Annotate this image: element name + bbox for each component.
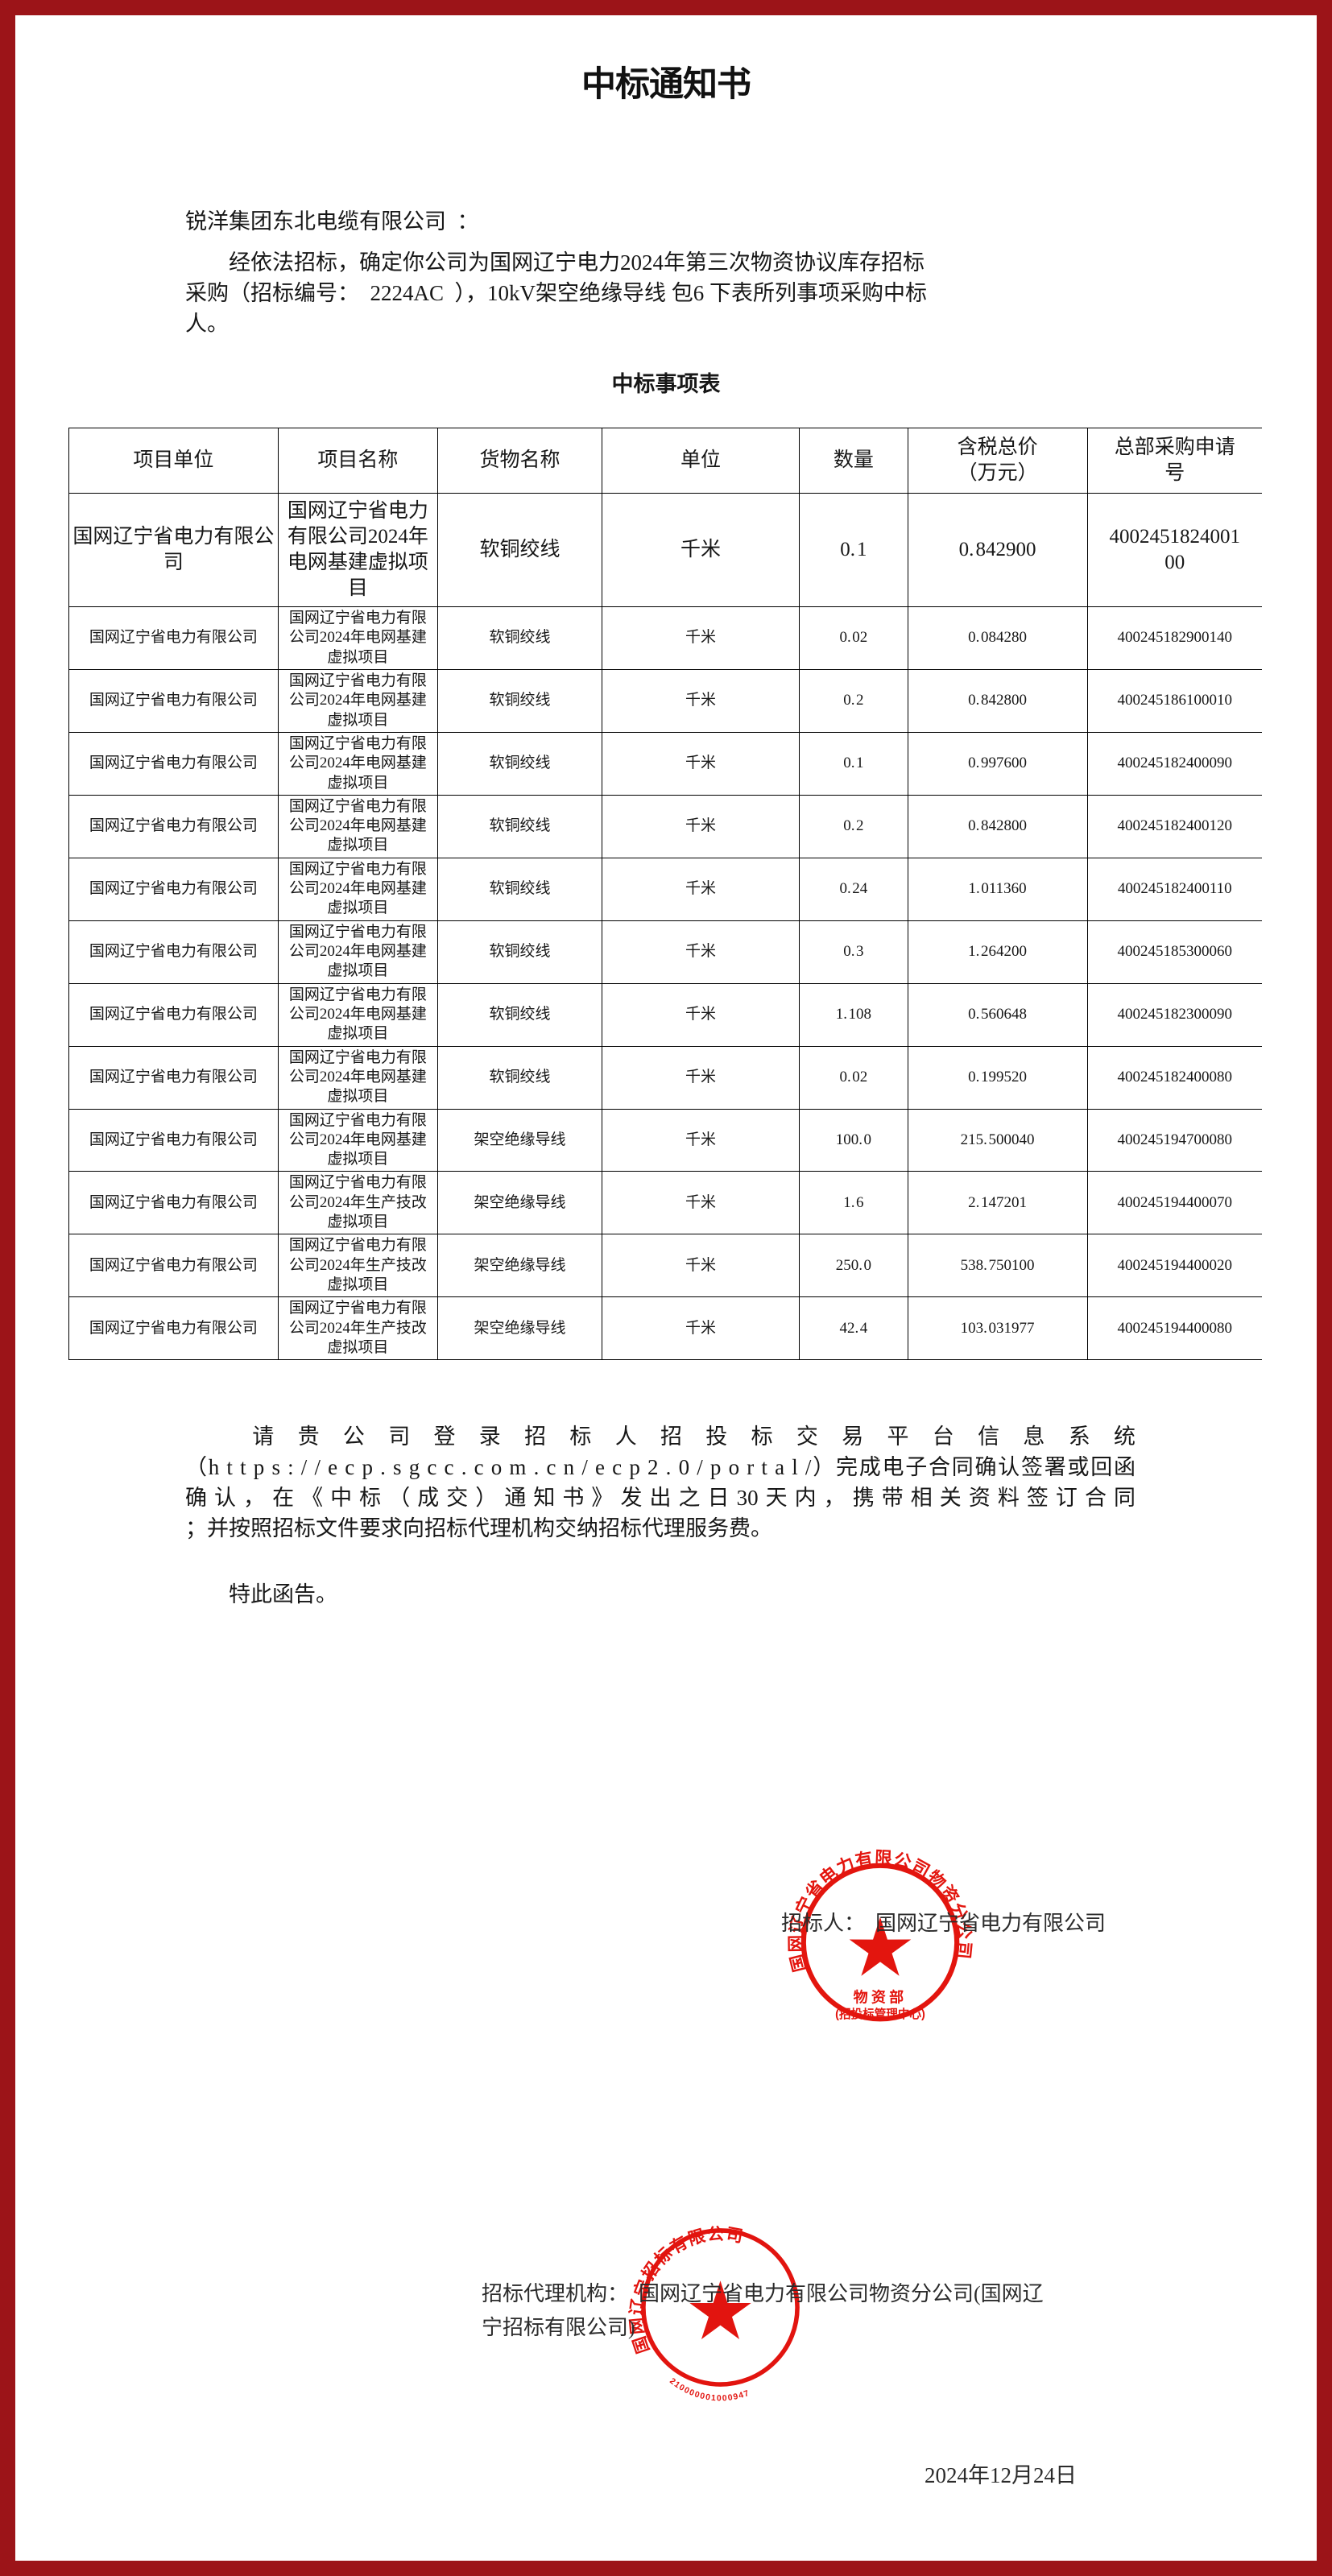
svg-text:(招投标管理中心): (招投标管理中心)	[835, 2007, 925, 2021]
svg-text:物资部: 物资部	[854, 1988, 908, 2005]
